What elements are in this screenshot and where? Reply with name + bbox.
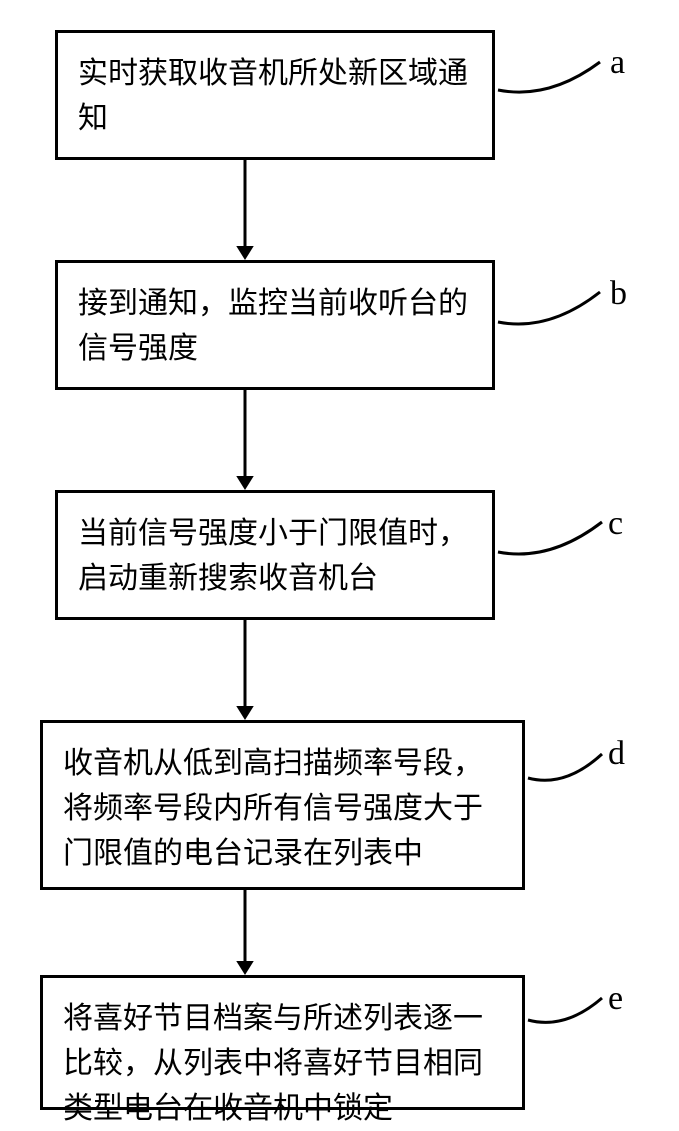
flowchart-canvas: 实时获取收音机所处新区域通知接到通知，监控当前收听台的信号强度当前信号强度小于门… bbox=[0, 0, 679, 1112]
arrow-3 bbox=[0, 0, 679, 1112]
